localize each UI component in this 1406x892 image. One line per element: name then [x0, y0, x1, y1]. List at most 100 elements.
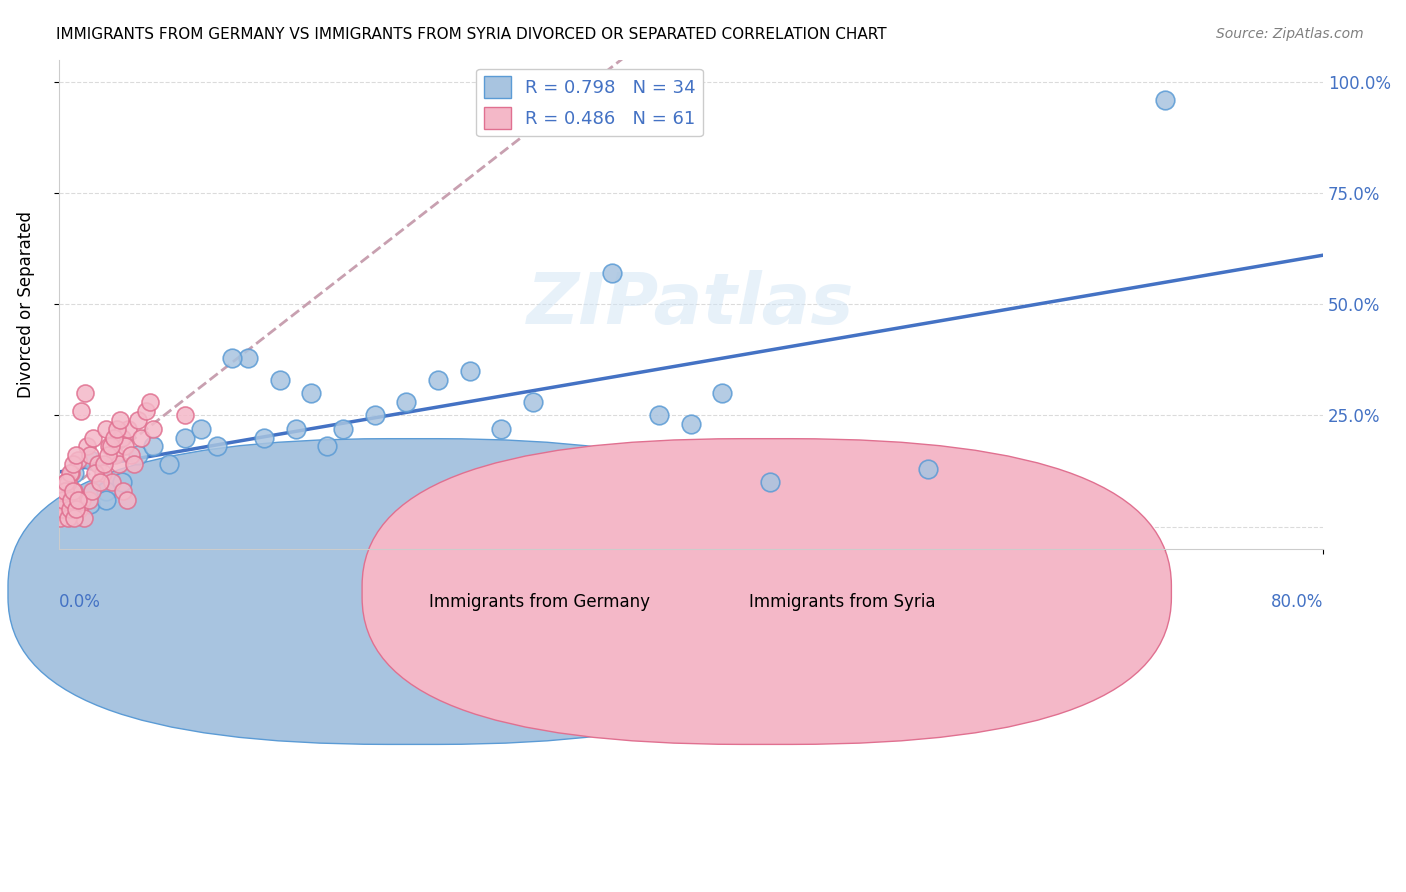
Point	[94, 422, 117, 436]
Point	[301, 386, 323, 401]
Point	[284, 422, 307, 436]
Point	[917, 461, 939, 475]
Point	[66, 492, 89, 507]
Point	[59, 501, 82, 516]
Point	[522, 395, 544, 409]
Point	[426, 373, 449, 387]
Point	[205, 440, 228, 454]
Point	[97, 448, 120, 462]
Point	[63, 483, 86, 498]
Point	[105, 422, 128, 436]
Point	[63, 466, 86, 480]
Point	[98, 440, 121, 454]
Point	[63, 510, 86, 524]
Point	[49, 510, 72, 524]
Point	[51, 501, 73, 516]
Point	[489, 422, 512, 436]
Point	[72, 492, 94, 507]
Point	[316, 440, 339, 454]
Point	[56, 475, 79, 489]
Point	[66, 452, 89, 467]
Point	[139, 395, 162, 409]
Point	[711, 386, 734, 401]
Point	[67, 501, 90, 516]
Point	[59, 466, 82, 480]
Point	[174, 409, 197, 423]
Point	[120, 448, 142, 462]
Point	[52, 492, 75, 507]
Point	[82, 431, 104, 445]
Point	[63, 501, 86, 516]
Point	[52, 492, 75, 507]
Point	[79, 448, 101, 462]
Point	[104, 448, 127, 462]
Point	[110, 413, 132, 427]
Point	[111, 475, 134, 489]
Point	[53, 483, 76, 498]
Point	[84, 466, 107, 480]
Point	[62, 483, 84, 498]
Point	[190, 422, 212, 436]
Point	[60, 466, 83, 480]
FancyBboxPatch shape	[363, 439, 1171, 745]
Point	[62, 457, 84, 471]
Point	[679, 417, 702, 432]
Point	[79, 497, 101, 511]
Point	[127, 448, 149, 462]
Point	[53, 483, 76, 498]
Point	[77, 492, 100, 507]
Point	[80, 483, 103, 498]
Point	[269, 373, 291, 387]
Point	[114, 440, 136, 454]
Point	[94, 492, 117, 507]
Point	[332, 422, 354, 436]
Point	[117, 422, 139, 436]
Text: IMMIGRANTS FROM GERMANY VS IMMIGRANTS FROM SYRIA DIVORCED OR SEPARATED CORRELATI: IMMIGRANTS FROM GERMANY VS IMMIGRANTS FR…	[56, 27, 887, 42]
Point	[60, 492, 83, 507]
Point	[395, 395, 418, 409]
Point	[458, 364, 481, 378]
Text: Immigrants from Syria: Immigrants from Syria	[749, 593, 936, 611]
Point	[1154, 93, 1177, 107]
Point	[107, 457, 129, 471]
Text: Source: ZipAtlas.com: Source: ZipAtlas.com	[1216, 27, 1364, 41]
Point	[129, 431, 152, 445]
Point	[51, 501, 73, 516]
Point	[157, 457, 180, 471]
Point	[101, 475, 124, 489]
Point	[253, 431, 276, 445]
Text: 0.0%: 0.0%	[59, 593, 100, 611]
Point	[73, 510, 96, 524]
Point	[55, 475, 77, 489]
Text: 80.0%: 80.0%	[1271, 593, 1323, 611]
Point	[238, 351, 260, 365]
Point	[221, 351, 243, 365]
Point	[648, 409, 671, 423]
Point	[600, 266, 623, 280]
Point	[364, 409, 387, 423]
Point	[103, 431, 125, 445]
Point	[56, 510, 79, 524]
Point	[142, 422, 165, 436]
Point	[76, 440, 98, 454]
Point	[94, 483, 117, 498]
Point	[174, 431, 197, 445]
Point	[93, 457, 115, 471]
Point	[127, 413, 149, 427]
FancyBboxPatch shape	[8, 439, 817, 745]
Point	[55, 475, 77, 489]
Point	[65, 501, 87, 516]
Point	[100, 440, 122, 454]
Point	[135, 404, 157, 418]
Legend: R = 0.798   N = 34, R = 0.486   N = 61: R = 0.798 N = 34, R = 0.486 N = 61	[477, 69, 703, 136]
Point	[111, 431, 134, 445]
Point	[87, 457, 110, 471]
Point	[142, 440, 165, 454]
Point	[75, 386, 97, 401]
Point	[69, 404, 91, 418]
Point	[89, 475, 111, 489]
Text: Immigrants from Germany: Immigrants from Germany	[429, 593, 650, 611]
Point	[124, 457, 146, 471]
Point	[79, 452, 101, 467]
Point	[65, 448, 87, 462]
